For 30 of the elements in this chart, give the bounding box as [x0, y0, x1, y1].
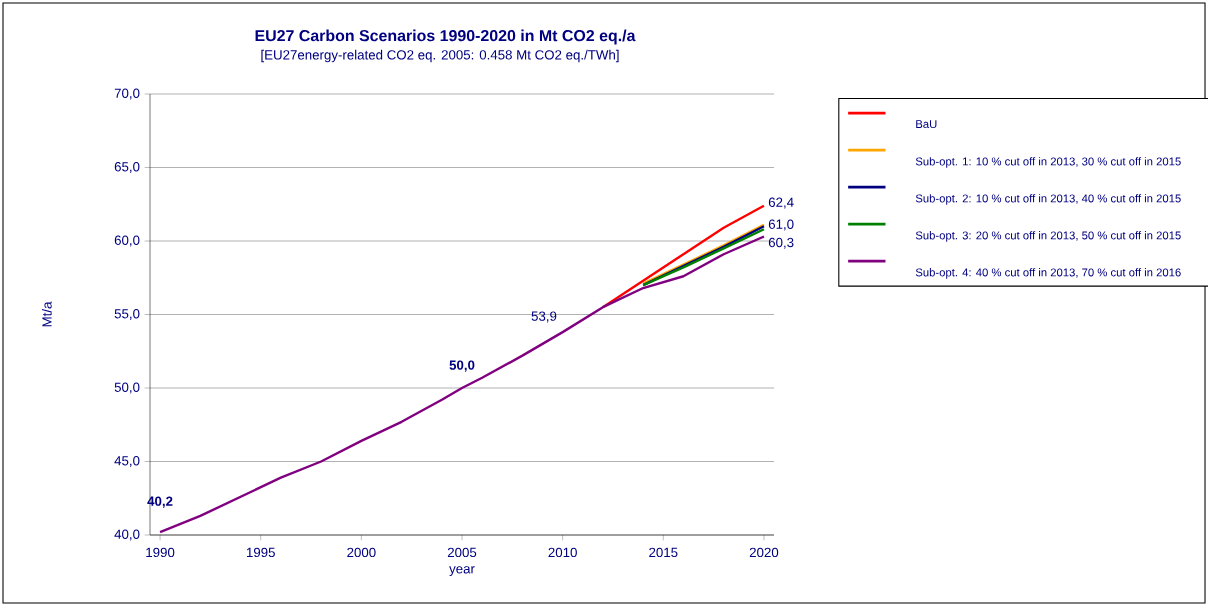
x-tick-label: 1995	[246, 547, 275, 558]
y-tick-label: 55,0	[114, 309, 140, 320]
x-axis-title: year	[449, 566, 475, 577]
line-series	[601, 204, 766, 309]
text: Sub-opt. 3: 20 % cut off in 2013, 50 % cut off in 2015	[915, 231, 1181, 242]
x-tick-label: 2005	[447, 547, 477, 558]
x-tick-label: 2000	[347, 547, 376, 558]
x-tick-label: 1990	[146, 547, 175, 558]
text: BaU	[916, 120, 937, 129]
annotation: 60,3	[768, 237, 794, 249]
chart-subtitle: [EU27energy-related CO2 eq. 2005: 0.458 Mt CO2 eq./TWh]	[261, 49, 619, 63]
y-axis-title: Mt/a	[41, 301, 52, 327]
y-tick-label: 60,0	[114, 235, 140, 247]
y-tick-label: 40,0	[114, 529, 140, 541]
chart-title: EU27 Carbon Scenarios 1990-2020 in Mt CO2 eq./a	[255, 29, 636, 45]
y-tick-label: 65,0	[114, 162, 140, 173]
annotation: 53,9	[531, 311, 557, 323]
y-tick-label: 50,0	[114, 382, 140, 394]
x-tick-label: 2010	[548, 547, 577, 558]
y-tick-label: 70,0	[114, 88, 140, 100]
annotation: 40,2	[147, 496, 173, 508]
text: Sub-opt. 4: 40 % cut off in 2013, 70 % cut off in 2016	[915, 268, 1181, 279]
y-tick-label: 45,0	[114, 456, 140, 467]
x-tick-label: 2015	[649, 547, 678, 558]
text: Sub-opt. 2: 10 % cut off in 2013, 40 % cut off in 2015	[915, 194, 1181, 205]
annotation: 50,0	[449, 360, 475, 372]
annotation: 62,4	[768, 197, 794, 209]
annotation: 61,0	[768, 219, 794, 231]
x-tick-label: 2020	[749, 547, 779, 558]
text: Sub-opt. 1: 10 % cut off in 2013, 30 % cut off in 2015	[915, 157, 1181, 168]
